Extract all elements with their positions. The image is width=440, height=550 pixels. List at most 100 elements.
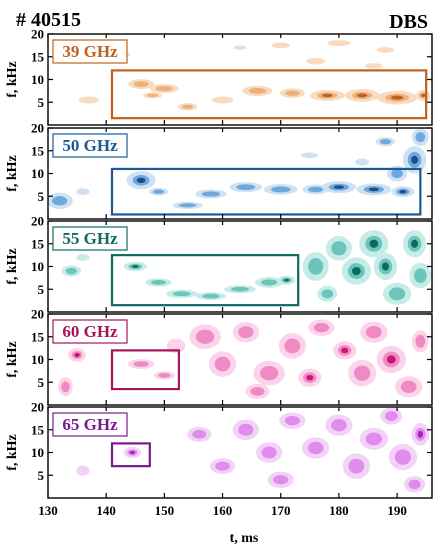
diagnostic-label: DBS [389, 11, 428, 33]
frequency-label: 39 GHz [62, 42, 118, 61]
y-tick-label: 5 [38, 375, 45, 390]
y-tick-label: 20 [31, 214, 44, 229]
contour-level-1 [376, 47, 395, 53]
panel-3: 5 10 15 20 f, kHz 55 GHz [5, 214, 433, 313]
contour-level-3 [399, 190, 407, 194]
frequency-label-box [52, 39, 128, 64]
contour-level-2 [259, 366, 279, 381]
y-tick-label: 20 [31, 307, 44, 322]
contour-level-2 [331, 419, 347, 432]
contour-level-2 [384, 411, 398, 422]
contour-level-3 [381, 262, 389, 271]
y-tick-label: 10 [31, 166, 44, 181]
contour-level-1 [306, 58, 325, 65]
y-tick-label: 15 [31, 143, 45, 158]
event-box [110, 69, 428, 120]
contour-level-2 [236, 184, 256, 191]
contour-level-1 [300, 152, 319, 159]
y-tick-label: 10 [31, 259, 44, 274]
contour-level-2 [388, 287, 406, 301]
x-tick-label: 150 [155, 503, 175, 518]
contour-level-1 [78, 96, 99, 104]
x-tick-label: 130 [38, 503, 58, 518]
contour-level-2 [152, 189, 165, 194]
contour-level-2 [284, 415, 300, 426]
y-tick-label: 5 [38, 95, 45, 110]
contour-level-3 [283, 278, 290, 282]
heatmap-contours [78, 40, 431, 111]
y-tick-label: 15 [31, 329, 45, 344]
y-axis-label: f, kHz [5, 155, 20, 192]
contour-level-1 [364, 63, 383, 69]
contour-level-2 [250, 386, 265, 396]
contour-level-2 [408, 479, 421, 490]
contour-level-3 [333, 185, 345, 189]
contour-level-2 [313, 322, 330, 333]
y-tick-label: 15 [31, 236, 45, 251]
contour-level-2 [414, 268, 427, 284]
contour-level-2 [65, 267, 77, 275]
contour-level-2 [284, 338, 301, 354]
contour-level-2 [238, 423, 254, 436]
y-axis-label: f, kHz [5, 341, 20, 378]
y-tick-label: 10 [31, 72, 44, 87]
heatmap-contours [76, 407, 430, 493]
y-axis-label: f, kHz [5, 434, 20, 471]
frequency-label-box [52, 133, 128, 158]
contour-level-2 [285, 90, 300, 96]
heatmap-contours [58, 319, 429, 399]
y-tick-label: 5 [38, 468, 45, 483]
contour-level-2 [270, 186, 291, 193]
frequency-label-box [52, 412, 128, 437]
frequency-label: 55 GHz [62, 229, 118, 248]
contour-level-2 [308, 258, 324, 275]
y-tick-label: 20 [31, 121, 44, 136]
contour-level-1 [233, 45, 247, 50]
contour-level-3 [417, 430, 423, 438]
x-tick-label: 140 [96, 503, 116, 518]
contour-level-3 [352, 266, 361, 276]
panel-5: 5 10 15 20 f, kHz 65 GHz [5, 400, 433, 499]
contour-level-2 [230, 286, 250, 292]
y-axis-label: f, kHz [5, 61, 20, 98]
frequency-label: 60 GHz [62, 322, 118, 341]
event-box [110, 167, 422, 216]
contour-level-1 [271, 42, 290, 49]
contour-level-3 [421, 93, 426, 98]
spectrogram-panels: 5 10 15 20 f, kHz 39 GHz 5 10 15 20 f, kHz 50 GHz 5 1… [5, 27, 433, 499]
frequency-label: 50 GHz [62, 136, 118, 155]
contour-level-1 [327, 40, 351, 46]
contour-level-2 [178, 203, 197, 208]
y-tick-label: 20 [31, 27, 44, 42]
event-box [110, 254, 300, 307]
contour-level-3 [136, 177, 146, 184]
contour-level-2 [308, 186, 324, 193]
contour-level-3 [390, 95, 404, 100]
contour-level-1 [355, 158, 370, 166]
contour-level-2 [195, 329, 215, 344]
contour-level-2 [394, 449, 412, 465]
x-tick-label: 190 [387, 503, 407, 518]
panel-4: 5 10 15 20 f, kHz 60 GHz [5, 307, 433, 406]
contour-level-3 [369, 239, 379, 248]
heatmap-contours [48, 128, 429, 209]
shot-number-title: # 40515 [16, 9, 81, 31]
contour-level-2 [158, 373, 171, 378]
contour-level-2 [214, 356, 231, 372]
contour-level-2 [260, 279, 278, 286]
contour-level-2 [415, 131, 426, 143]
contour-level-3 [368, 187, 380, 192]
time-axis: 130 140 150 160 170 180 190 [38, 34, 407, 518]
contour-level-2 [155, 85, 173, 92]
y-tick-label: 20 [31, 400, 44, 415]
y-tick-label: 5 [38, 282, 45, 297]
contour-level-1 [211, 96, 234, 104]
y-tick-label: 15 [31, 422, 45, 437]
heatmap-contours [61, 230, 432, 305]
frequency-label: 65 GHz [62, 415, 118, 434]
contour-level-2 [150, 280, 167, 285]
y-tick-label: 5 [38, 189, 45, 204]
contour-level-3 [341, 347, 349, 354]
event-box [110, 349, 181, 391]
